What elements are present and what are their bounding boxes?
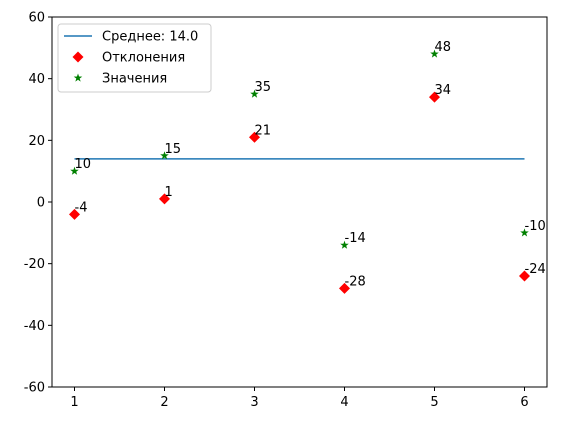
point	[250, 89, 259, 98]
y-tick-label: 60	[28, 11, 45, 26]
x-tick-label: 2	[160, 395, 168, 410]
point	[69, 208, 80, 220]
point	[519, 270, 530, 282]
point	[520, 228, 529, 237]
x-tick-label: 1	[70, 395, 78, 410]
data-label: -10	[525, 219, 546, 234]
point	[249, 131, 260, 143]
y-tick-label: -60	[24, 381, 45, 396]
legend-label: Значения	[102, 72, 167, 87]
data-label: -24	[525, 262, 546, 277]
data-label: 21	[255, 123, 272, 138]
legend-marker	[73, 73, 83, 82]
data-label: -14	[345, 231, 366, 246]
data-label: 35	[255, 80, 272, 95]
point	[340, 240, 349, 249]
x-tick-label: 4	[340, 395, 348, 410]
legend-marker	[72, 51, 84, 63]
point	[430, 49, 439, 58]
x-tick-label: 5	[430, 395, 438, 410]
y-tick-label: 0	[37, 196, 45, 211]
legend-label: Отклонения	[102, 51, 185, 66]
point	[160, 151, 169, 160]
legend: Среднее: 14.0 Отклонения Значения	[57, 23, 212, 93]
y-tick-label: -20	[24, 257, 45, 272]
data-label: -4	[75, 200, 88, 215]
y-tick-label: 20	[28, 134, 45, 149]
data-label: 1	[165, 185, 173, 200]
point	[339, 282, 350, 294]
data-label: 10	[75, 157, 92, 172]
data-label: 15	[165, 142, 182, 157]
point	[429, 91, 440, 103]
data-label: 34	[435, 83, 452, 98]
x-tick-label: 6	[520, 395, 528, 410]
legend-label: Среднее: 14.0	[102, 30, 198, 45]
plot-frame	[51, 16, 548, 388]
x-tick-label: 3	[250, 395, 258, 410]
y-tick-label: 40	[28, 72, 45, 87]
legend-box	[57, 23, 212, 93]
y-tick-label: -40	[24, 319, 45, 334]
point	[70, 166, 79, 175]
data-label: 48	[435, 40, 452, 55]
data-label: -28	[345, 274, 366, 289]
point	[159, 193, 170, 205]
